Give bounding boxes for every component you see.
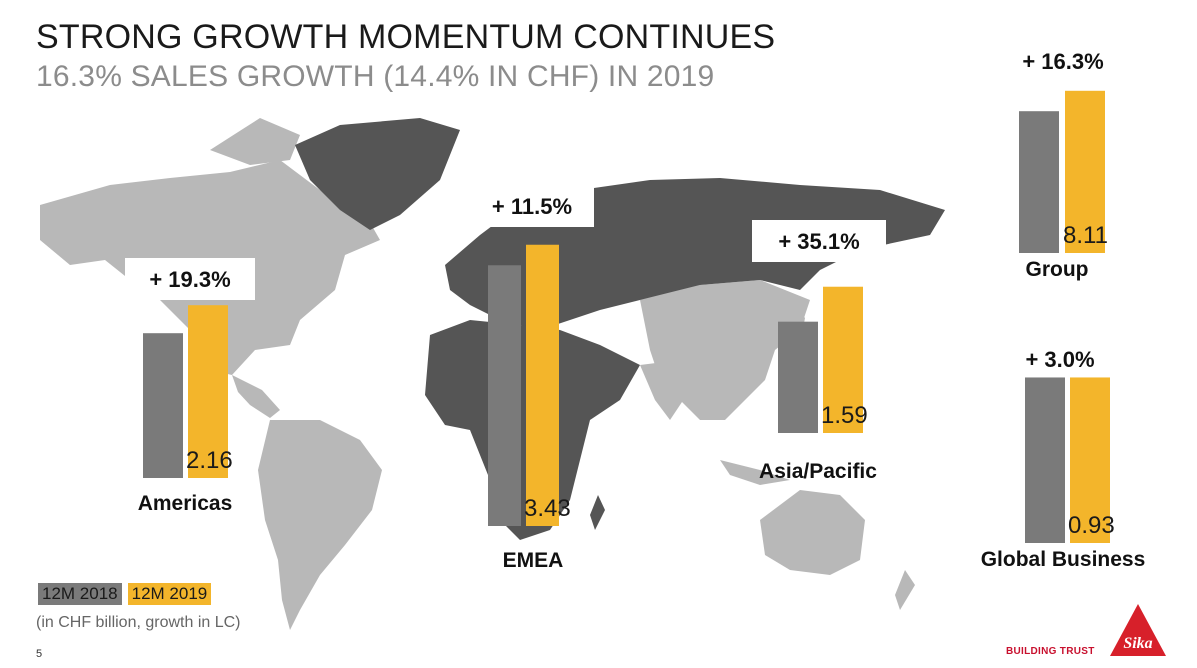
legend: 12M 2018 12M 2019 [38,583,212,605]
growth-label: + 35.1% [778,229,859,254]
category-label: Americas [138,492,233,515]
growth-box [1008,338,1112,380]
growth-box [1003,40,1123,82]
bar-2019 [526,244,559,527]
bar-2019 [823,286,863,433]
growth-box [125,258,255,300]
legend-2019: 12M 2019 [127,583,212,605]
south-america-shape [258,420,382,630]
growth-box [470,185,594,227]
australia-shape [760,490,865,575]
value-label: 3.43 [524,495,571,522]
bar-2018 [1019,111,1059,253]
category-label: EMEA [503,549,564,572]
growth-label: + 19.3% [149,267,230,292]
sika-logo: Sika [1110,604,1166,656]
bar-2019 [1070,377,1110,543]
value-label: 0.93 [1068,512,1115,539]
bar-2019 [1065,90,1105,253]
logo-text: Sika [1123,635,1152,652]
page-number: 5 [36,648,43,660]
growth-label: + 16.3% [1022,49,1103,74]
unit-note: (in CHF billion, growth in LC) [36,614,241,631]
india-shape [640,360,690,420]
value-label: 8.11 [1063,222,1108,249]
page-title: STRONG GROWTH MOMENTUM CONTINUES [36,18,776,56]
value-label: 2.16 [186,447,233,474]
bar-2018 [778,321,818,433]
central-america-shape [232,375,280,418]
bar-2018 [143,333,183,478]
category-label: Asia/Pacific [759,460,877,483]
indonesia-shape [720,460,790,485]
greenland-shape [295,118,460,230]
new-zealand-shape [895,570,915,610]
page-subtitle: 16.3% SALES GROWTH (14.4% IN CHF) IN 201… [36,60,715,93]
madagascar-shape [590,495,605,530]
canada-islands-shape [210,118,300,165]
bar-2018 [488,265,521,526]
category-label: Group [1026,258,1089,281]
category-label: Global Business [981,548,1146,571]
bar-2018 [1025,377,1065,543]
growth-label: + 3.0% [1025,347,1094,372]
legend-2018: 12M 2018 [38,583,122,605]
bar-2019 [188,305,228,478]
value-label: 1.59 [821,402,868,429]
slogan: BUILDING TRUST [1006,646,1095,657]
growth-box [752,220,886,262]
growth-label: + 11.5% [492,194,572,219]
